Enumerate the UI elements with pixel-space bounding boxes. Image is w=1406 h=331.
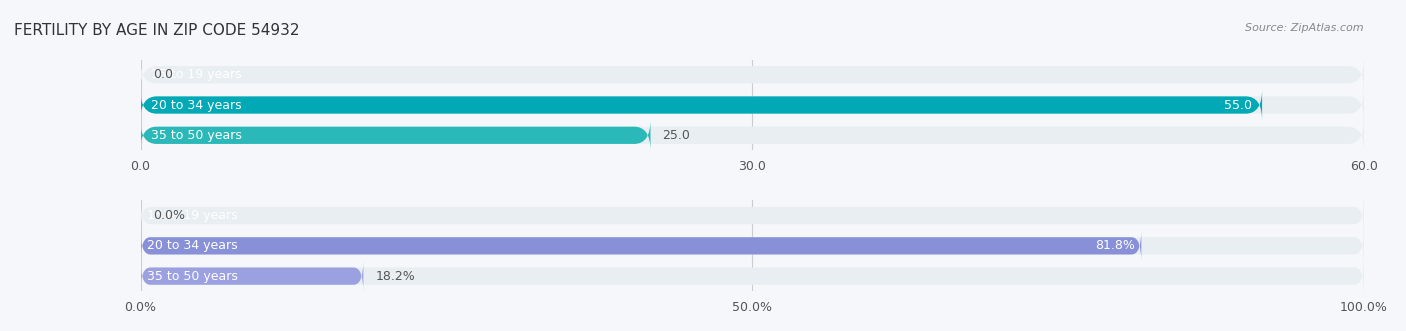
FancyBboxPatch shape	[141, 89, 1263, 120]
Text: 15 to 19 years: 15 to 19 years	[150, 68, 242, 81]
Text: 35 to 50 years: 35 to 50 years	[150, 129, 242, 142]
FancyBboxPatch shape	[141, 200, 1364, 231]
Text: 0.0: 0.0	[153, 68, 173, 81]
Text: Source: ZipAtlas.com: Source: ZipAtlas.com	[1246, 23, 1364, 33]
Text: FERTILITY BY AGE IN ZIP CODE 54932: FERTILITY BY AGE IN ZIP CODE 54932	[14, 23, 299, 38]
FancyBboxPatch shape	[141, 230, 1364, 261]
Text: 0.0%: 0.0%	[153, 209, 184, 222]
Text: 20 to 34 years: 20 to 34 years	[146, 239, 238, 252]
FancyBboxPatch shape	[141, 89, 1364, 120]
Text: 18.2%: 18.2%	[375, 270, 415, 283]
Text: 20 to 34 years: 20 to 34 years	[150, 99, 242, 112]
Text: 25.0: 25.0	[662, 129, 690, 142]
FancyBboxPatch shape	[141, 59, 1364, 90]
Text: 81.8%: 81.8%	[1095, 239, 1135, 252]
Text: 55.0: 55.0	[1223, 99, 1251, 112]
FancyBboxPatch shape	[141, 260, 1364, 292]
FancyBboxPatch shape	[141, 230, 1142, 261]
Text: 15 to 19 years: 15 to 19 years	[146, 209, 238, 222]
FancyBboxPatch shape	[141, 120, 651, 151]
Text: 35 to 50 years: 35 to 50 years	[146, 270, 238, 283]
FancyBboxPatch shape	[141, 260, 363, 292]
FancyBboxPatch shape	[141, 120, 1364, 151]
